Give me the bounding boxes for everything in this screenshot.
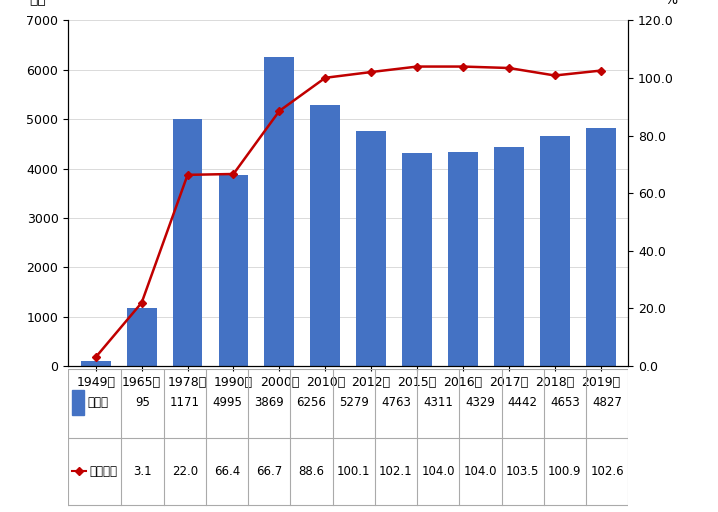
Bar — [127, 308, 157, 366]
Text: 在校生: 在校生 — [88, 396, 108, 409]
Bar — [448, 153, 478, 366]
Text: 103.5: 103.5 — [506, 465, 539, 478]
Text: 66.4: 66.4 — [214, 465, 240, 478]
Text: 104.0: 104.0 — [421, 465, 455, 478]
Text: 88.6: 88.6 — [299, 465, 325, 478]
Text: 4311: 4311 — [423, 396, 453, 409]
Text: 1171: 1171 — [169, 396, 200, 409]
Text: 100.1: 100.1 — [337, 465, 370, 478]
Text: 66.7: 66.7 — [256, 465, 282, 478]
Bar — [310, 105, 340, 366]
Text: 4442: 4442 — [508, 396, 538, 409]
Text: 4329: 4329 — [465, 396, 495, 409]
Text: 4995: 4995 — [212, 396, 242, 409]
Text: 22.0: 22.0 — [172, 465, 198, 478]
Bar — [81, 361, 111, 366]
Text: 4653: 4653 — [550, 396, 579, 409]
Text: 4763: 4763 — [381, 396, 411, 409]
FancyBboxPatch shape — [72, 390, 84, 415]
Text: 5279: 5279 — [339, 396, 368, 409]
Text: 95: 95 — [135, 396, 150, 409]
Bar — [356, 131, 386, 366]
Text: 万人: 万人 — [29, 0, 46, 7]
Bar — [264, 57, 294, 366]
Text: 102.6: 102.6 — [590, 465, 624, 478]
Text: 100.9: 100.9 — [548, 465, 582, 478]
Text: 4827: 4827 — [592, 396, 622, 409]
Bar — [586, 128, 615, 366]
Text: 3.1: 3.1 — [134, 465, 151, 478]
Text: 3869: 3869 — [254, 396, 284, 409]
Bar — [172, 119, 202, 366]
Bar — [218, 175, 248, 366]
Bar — [540, 136, 569, 366]
Bar — [494, 147, 524, 366]
Text: 6256: 6256 — [297, 396, 327, 409]
Bar — [402, 153, 432, 366]
Text: 104.0: 104.0 — [464, 465, 497, 478]
Text: 毛入学率: 毛入学率 — [89, 465, 117, 478]
Text: %: % — [665, 0, 678, 7]
Text: 102.1: 102.1 — [379, 465, 413, 478]
